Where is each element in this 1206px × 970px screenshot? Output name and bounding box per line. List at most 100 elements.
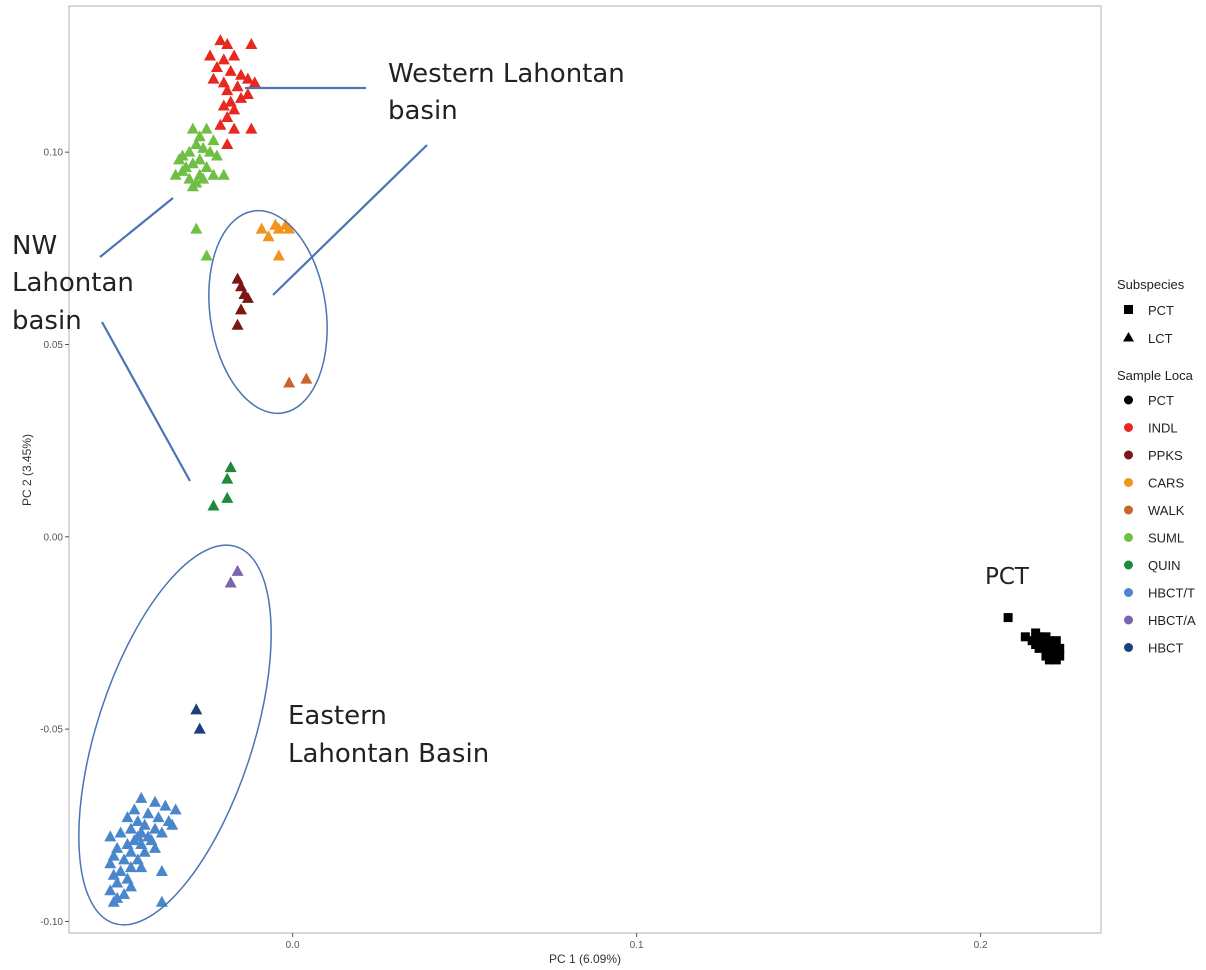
point-hbct-t (124, 880, 137, 892)
point-suml (197, 141, 210, 153)
point-hbct-t (124, 822, 137, 834)
point-suml (176, 164, 189, 176)
point-indl (210, 61, 223, 73)
point-suml (186, 122, 199, 134)
point-suml (183, 145, 196, 157)
y-tick-label: 0.10 (44, 148, 64, 159)
point-hbct-t (104, 830, 117, 842)
point-hbct-t (142, 807, 155, 819)
y-tick-label: -0.10 (40, 917, 63, 928)
legend-key-ppks (1124, 450, 1133, 460)
nw-label-line3: basin (12, 306, 82, 336)
point-indl (214, 118, 227, 130)
point-indl (245, 122, 258, 134)
legend-label-indl: INDL (1148, 421, 1178, 436)
nw-leader-line-2 (101, 321, 191, 482)
point-quin (207, 499, 220, 511)
legend-label-quin: QUIN (1148, 558, 1181, 573)
point-indl (228, 103, 241, 115)
legend-subspecies-title: Subspecies (1117, 277, 1185, 292)
point-indl (235, 91, 247, 103)
point-indl (228, 49, 241, 61)
point-suml (190, 137, 203, 149)
legend-key-hbct-a (1124, 615, 1133, 625)
point-hbct-t (107, 868, 120, 880)
point-suml (207, 134, 220, 146)
point-indl (221, 137, 234, 149)
point-indl (204, 49, 217, 61)
legend-location-title: Sample Loca (1117, 368, 1194, 383)
point-ppks (235, 280, 247, 292)
legend-key-hbct-t (1124, 588, 1133, 597)
point-hbct-t (121, 811, 134, 823)
point-hbct-t (138, 845, 151, 857)
point-hbct-t (135, 791, 148, 803)
point-hbct-t (124, 861, 137, 873)
point-indl (224, 95, 237, 107)
y-tick-label: 0.05 (44, 340, 64, 351)
point-hbct-t (149, 795, 161, 807)
point-indl (245, 37, 258, 49)
point-ppks (231, 272, 244, 284)
point-hbct-t (114, 826, 127, 838)
point-indl (214, 34, 227, 46)
point-pct (1044, 655, 1054, 665)
point-suml (217, 168, 230, 180)
legend-subspecies-pct: PCT (1148, 303, 1174, 318)
point-hbct-t (155, 826, 168, 838)
point-hbct-a (224, 576, 237, 588)
point-hbct-t (155, 864, 168, 876)
legend-label-suml: SUML (1148, 531, 1184, 546)
point-hbct-t (121, 838, 134, 850)
point-hbct-t (118, 888, 131, 900)
eastern-label-line1: Eastern (288, 701, 387, 731)
point-walk (300, 372, 313, 384)
point-indl (241, 87, 254, 99)
legend-pct-square-key (1124, 305, 1133, 314)
data-points (104, 34, 1065, 907)
x-axis-title: PC 1 (6.09%) (549, 952, 621, 966)
point-indl (207, 72, 220, 84)
y-tick-label: -0.05 (40, 725, 63, 736)
point-cars (272, 249, 285, 261)
point-walk (283, 376, 296, 388)
eastern-basin-ellipse (78, 544, 272, 926)
point-suml (183, 172, 196, 184)
legend-key-quin (1124, 560, 1133, 570)
point-hbct-t (107, 895, 120, 907)
point-indl (221, 84, 234, 96)
x-axis: 0.0 0.1 0.2 (286, 933, 988, 951)
pct-cluster-label: PCT (985, 564, 1030, 590)
nw-label-line1: NW (12, 231, 57, 261)
point-indl (217, 53, 230, 65)
legend-key-walk (1124, 505, 1133, 515)
point-suml (190, 222, 203, 234)
point-ppks (231, 318, 244, 330)
legend-label-pct: PCT (1148, 393, 1174, 408)
western-leader-line-2 (272, 144, 428, 296)
legend: Subspecies PCT LCT Sample Loca PCT INDL PP… (1117, 277, 1196, 656)
point-hbct-t (169, 803, 182, 815)
western-label-line2: basin (388, 96, 458, 126)
legend-label-hbct: HBCT (1148, 641, 1183, 656)
legend-lct-triangle-key (1123, 332, 1134, 342)
point-indl (228, 122, 241, 134)
point-hbct-a (231, 564, 244, 576)
x-tick-label: 0.1 (630, 940, 644, 951)
legend-label-hbct-a: HBCT/A (1148, 613, 1196, 628)
point-suml (193, 130, 206, 142)
y-axis: -0.10 -0.05 0.00 0.05 0.10 (40, 148, 69, 928)
point-hbct-t (149, 841, 161, 853)
point-hbct-t (135, 861, 148, 873)
point-hbct-t (121, 872, 134, 884)
legend-key-indl (1124, 423, 1133, 432)
plot-panel (68, 5, 1102, 934)
y-tick-label: 0.00 (44, 532, 64, 543)
legend-subspecies-lct: LCT (1148, 331, 1173, 346)
legend-location-items: PCT INDL PPKS CARS WALK SUML QUIN HBCT/T HBCT/A H… (1124, 393, 1196, 656)
legend-label-ppks: PPKS (1148, 448, 1183, 463)
nw-leader-line-1 (99, 197, 174, 258)
point-suml (186, 180, 199, 192)
point-hbct-t (131, 853, 144, 865)
point-hbct-t (124, 845, 137, 857)
